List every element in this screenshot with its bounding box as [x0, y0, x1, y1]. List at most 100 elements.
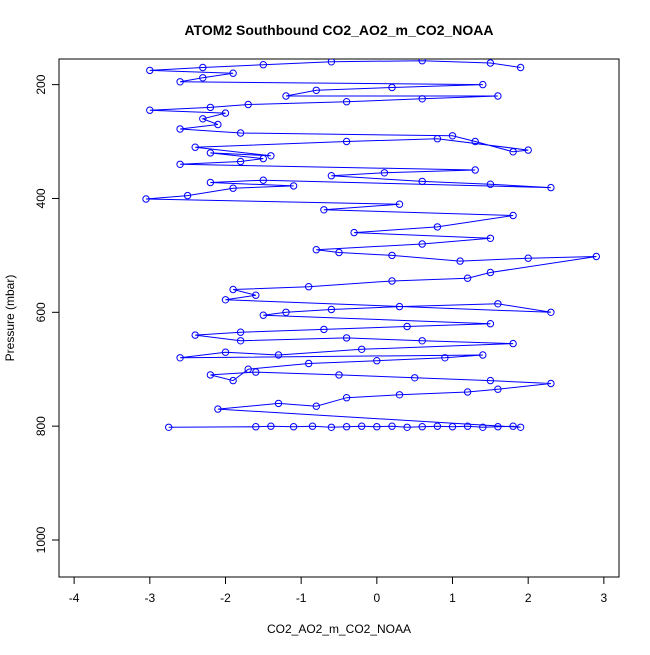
data-point — [229, 376, 237, 385]
data-point — [418, 240, 426, 248]
data-point — [335, 248, 343, 257]
y-tick-label: 200 — [34, 74, 48, 94]
data-point — [282, 308, 290, 316]
data-point — [312, 402, 320, 410]
data-point — [199, 115, 207, 123]
data-point — [592, 252, 600, 261]
y-axis-label: Pressure (mbar) — [3, 275, 17, 362]
data-point — [312, 86, 320, 95]
y-tick-label: 600 — [34, 302, 48, 322]
data-point — [418, 95, 426, 103]
data-point — [479, 80, 487, 89]
data-point — [380, 169, 389, 177]
data-point — [282, 92, 290, 100]
data-point — [358, 345, 366, 353]
data-point — [229, 69, 237, 77]
data-point — [320, 325, 328, 334]
data-point — [244, 365, 252, 373]
data-point — [146, 106, 154, 114]
data-point — [418, 177, 426, 186]
data-point — [486, 234, 495, 243]
data-point — [463, 274, 472, 282]
data-point — [327, 172, 336, 180]
data-point — [418, 59, 426, 65]
x-tick-label: -2 — [220, 591, 231, 605]
data-point — [479, 423, 487, 431]
data-point — [327, 59, 336, 66]
data-point — [206, 103, 215, 112]
y-axis: 200 400 600 800 1000 — [34, 74, 60, 553]
data-point — [320, 206, 328, 214]
data-point — [176, 125, 184, 133]
data-point — [516, 423, 525, 431]
data-point — [463, 388, 472, 396]
data-point — [259, 154, 267, 163]
data-point — [418, 337, 426, 345]
data-point — [199, 63, 207, 72]
data-point — [259, 311, 267, 319]
data-point — [395, 391, 404, 399]
data-point — [342, 423, 351, 431]
x-tick-label: -4 — [69, 591, 80, 605]
data-point — [146, 66, 154, 75]
data-point — [486, 59, 495, 67]
data-point — [433, 135, 442, 143]
data-point — [176, 354, 184, 362]
data-point — [183, 191, 192, 200]
data-point — [327, 423, 336, 431]
data-point — [494, 92, 502, 100]
data-point — [312, 246, 320, 254]
data-point — [342, 394, 351, 402]
data-point — [486, 376, 495, 385]
data-point — [388, 422, 396, 430]
data-point — [308, 422, 317, 430]
data-point — [448, 132, 457, 140]
plot-area — [142, 59, 600, 431]
data-point — [274, 351, 283, 359]
data-point — [547, 183, 555, 192]
data-point — [342, 98, 351, 106]
data-point — [448, 423, 457, 431]
data-point — [463, 422, 472, 430]
data-point — [388, 83, 396, 92]
data-point — [206, 371, 215, 379]
data-point — [441, 354, 449, 362]
data-point — [289, 423, 298, 431]
y-tick-label: 1000 — [34, 526, 48, 553]
data-point — [547, 308, 555, 316]
data-point — [206, 149, 215, 157]
data-point — [456, 257, 464, 265]
data-point — [267, 422, 275, 430]
data-point — [494, 423, 502, 431]
x-tick-label: 0 — [373, 591, 380, 605]
data-point — [327, 305, 336, 314]
data-point — [214, 120, 222, 129]
data-point — [547, 379, 555, 388]
data-point — [373, 357, 381, 365]
x-axis: -4 -3 -2 -1 0 1 2 3 — [69, 576, 608, 605]
data-point — [244, 100, 252, 109]
data-point — [206, 178, 215, 187]
data-point — [509, 339, 517, 348]
data-point — [252, 291, 260, 299]
data-point — [236, 157, 245, 166]
data-point — [305, 283, 313, 291]
data-point — [516, 63, 525, 72]
data-point — [373, 423, 381, 431]
x-tick-label: 2 — [525, 591, 532, 605]
data-point — [342, 137, 351, 146]
y-tick-label: 400 — [34, 188, 48, 208]
data-point — [199, 74, 207, 82]
data-point — [274, 399, 283, 408]
data-point — [395, 200, 404, 208]
x-tick-label: -3 — [144, 591, 155, 605]
data-point — [236, 129, 245, 137]
data-point — [165, 423, 173, 431]
data-point — [252, 423, 260, 431]
data-point — [229, 285, 237, 294]
data-point — [342, 334, 351, 342]
data-point — [267, 152, 275, 160]
data-point — [259, 60, 267, 69]
